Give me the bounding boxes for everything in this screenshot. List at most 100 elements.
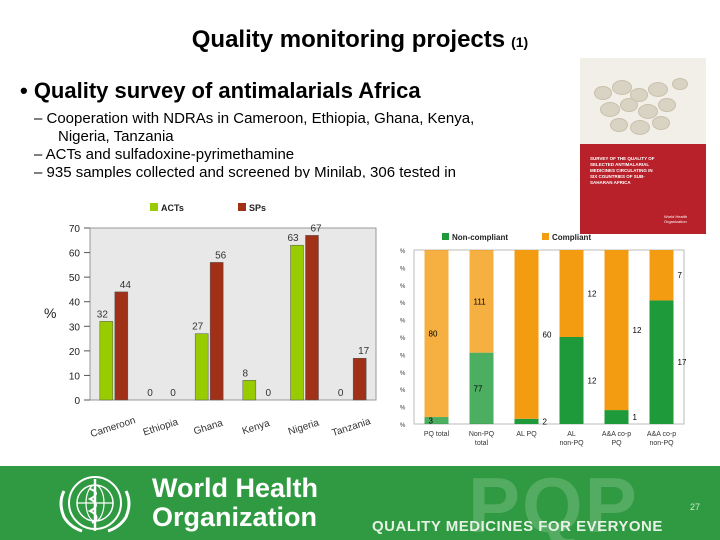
slide-title-suffix: (1)	[511, 34, 529, 50]
data-label-sps: 17	[358, 346, 370, 357]
y-tick-label: %	[400, 319, 406, 325]
bar-non-compliant	[514, 418, 539, 424]
legend-swatch-acts	[150, 203, 158, 211]
x-tick-label: A&A co-p	[602, 431, 631, 438]
bar-non-compliant	[649, 300, 674, 424]
x-tick-label: Non-PQ	[469, 431, 495, 438]
label-compliant: 12	[633, 326, 642, 335]
slide-title: Quality monitoring projects (1)	[0, 26, 720, 54]
bar-compliant	[469, 250, 494, 353]
label-compliant: 60	[543, 330, 552, 339]
y-tick-label: %	[400, 301, 406, 307]
bar-acts	[290, 244, 304, 401]
bar-compliant	[514, 250, 539, 419]
data-label-sps: 67	[310, 223, 322, 234]
legend-label-compliant: Compliant	[552, 233, 591, 242]
y-tick-label: %	[400, 266, 406, 272]
data-label-acts: 8	[243, 368, 249, 379]
chart1-svg: 0 10 20 30 40 50 60 70% ACTs SPs 32 44 Cameroon 0 0 Eth…	[44, 203, 377, 440]
label-compliant: 7	[678, 271, 683, 280]
label-compliant: 12	[588, 290, 597, 299]
sub-bullet-2: – ACTs and sulfadoxine-pyrimethamine	[34, 146, 295, 163]
legend-label-acts: ACTs	[161, 203, 184, 213]
data-label-acts: 32	[97, 309, 109, 320]
bar-compliant	[649, 250, 674, 301]
sub-bullet-3: – 935 samples collected and screened by …	[34, 164, 456, 178]
y-tick-label: 50	[69, 273, 81, 284]
footer-banner: World Health Organization PQP QUALITY ME…	[0, 466, 720, 540]
y-tick-label: 40	[69, 298, 81, 309]
y-axis-label: %	[44, 305, 56, 321]
pills-photo	[580, 58, 706, 144]
y-tick-label: %	[400, 388, 406, 394]
chart-compliance-stacked: %%%%%%%%%%% Non-compliant Compliant 3 80 PQ t…	[398, 226, 688, 460]
bar-sps	[305, 235, 319, 401]
legend-swatch-non-compliant	[442, 233, 449, 240]
bar-non-compliant	[469, 352, 494, 424]
y-tick-label: 20	[69, 347, 81, 358]
data-label-sps: 0	[170, 388, 176, 399]
legend-swatch-compliant	[542, 233, 549, 240]
x-tick-label-line2: non-PQ	[559, 440, 584, 447]
who-emblem-icon	[59, 476, 131, 533]
bar-sps	[114, 291, 129, 401]
y-tick-label: 70	[69, 224, 81, 235]
x-tick-label: AL	[567, 431, 576, 438]
pqp-watermark: PQP	[468, 466, 639, 540]
label-non-compliant: 3	[429, 417, 434, 426]
legend-label-non-compliant: Non-compliant	[452, 233, 508, 242]
y-tick-label: %	[400, 284, 406, 290]
cover-title: SURVEY OF THE QUALITY OF SELECTED ANTIMA…	[590, 156, 655, 185]
y-tick-label: 60	[69, 249, 81, 260]
label-compliant: 80	[429, 330, 438, 339]
cover-publisher: World Health Organization	[664, 214, 688, 224]
chart-country-bars: 0 10 20 30 40 50 60 70% ACTs SPs 32 44 Cameroon 0 0 Eth…	[40, 200, 380, 440]
x-tick-label: Ethiopia	[142, 417, 180, 439]
x-tick-label: Kenya	[241, 418, 272, 437]
label-non-compliant: 77	[474, 384, 483, 393]
slide-title-text: Quality monitoring projects	[191, 26, 506, 53]
x-tick-label: PQ total	[424, 431, 450, 438]
y-tick-label: 10	[69, 371, 81, 382]
data-label-acts: 0	[338, 388, 344, 399]
x-tick-label-line2: total	[475, 440, 489, 447]
plot-area	[89, 227, 377, 401]
bar-acts	[194, 333, 209, 401]
report-cover-image: SURVEY OF THE QUALITY OF SELECTED ANTIMA…	[580, 58, 706, 234]
y-tick-label: %	[400, 336, 406, 342]
x-tick-label: AL PQ	[516, 431, 537, 438]
page-number: 27	[690, 502, 701, 512]
data-label-acts: 63	[287, 233, 299, 244]
label-non-compliant: 17	[678, 358, 687, 367]
bar-non-compliant	[424, 417, 449, 424]
plot-area	[413, 249, 685, 425]
bar-compliant	[604, 250, 629, 411]
bar-sps	[352, 357, 367, 401]
who-name-line1: World Health	[152, 473, 319, 503]
data-label-sps: 56	[215, 250, 227, 261]
x-tick-label: Ghana	[192, 418, 224, 438]
sub-bullet-1-cont: Nigeria, Tanzania	[58, 128, 174, 145]
data-label-sps: 44	[120, 280, 132, 291]
bar-non-compliant	[559, 337, 584, 424]
label-non-compliant: 1	[633, 413, 638, 422]
x-tick-label: A&A co-p	[647, 431, 676, 438]
x-tick-label-line2: PQ	[611, 440, 622, 447]
bar-non-compliant	[604, 410, 629, 424]
data-label-acts: 27	[192, 322, 204, 333]
y-tick-label: %	[400, 371, 406, 377]
bar-sps	[209, 262, 224, 401]
y-tick-label: %	[400, 249, 406, 255]
legend-label-sps: SPs	[249, 203, 266, 213]
x-tick-label: Nigeria	[287, 417, 321, 437]
who-name-line2: Organization	[152, 502, 318, 532]
bar-acts	[99, 321, 114, 401]
who-name: World Health Organization	[152, 474, 318, 532]
data-label-sps: 0	[266, 388, 272, 399]
sub-bullet-1: – Cooperation with NDRAs in Cameroon, Et…	[34, 110, 475, 127]
bar-acts	[242, 380, 257, 401]
y-tick-label: %	[400, 423, 406, 429]
sub-bullets: – Cooperation with NDRAs in Cameroon, Et…	[34, 110, 574, 178]
label-non-compliant: 12	[588, 377, 597, 386]
label-compliant: 111	[474, 297, 487, 306]
